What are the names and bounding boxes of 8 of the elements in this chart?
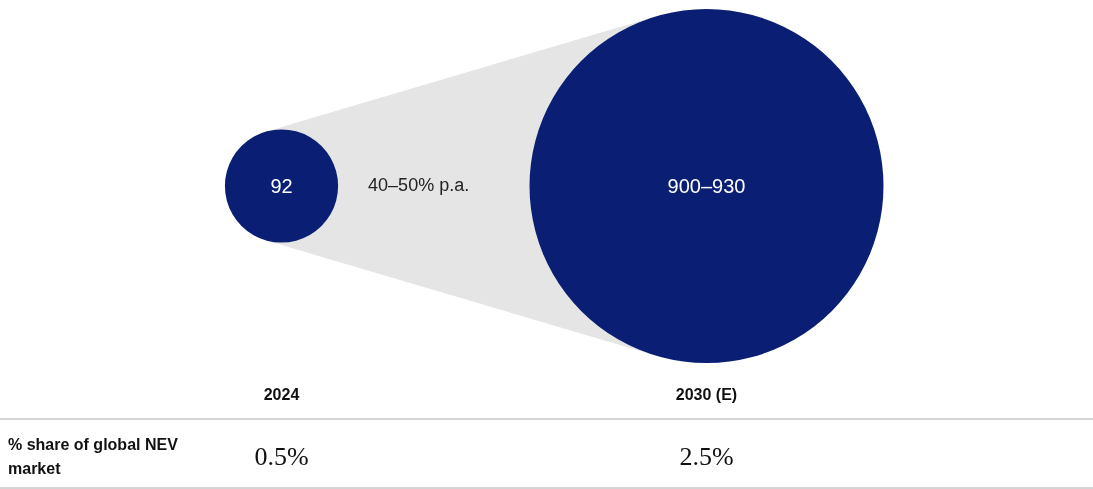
text: 40–50% p.a. <box>368 175 470 195</box>
text: 2.5% <box>679 441 734 471</box>
data-label: 92 <box>270 175 293 197</box>
text: % share of global NEV market <box>8 435 183 477</box>
text: 0.5% <box>254 441 309 471</box>
category-label: 2030 (E) <box>675 385 738 403</box>
category-label: 2024 <box>263 385 300 403</box>
data-label: 900–930 <box>667 175 746 197</box>
